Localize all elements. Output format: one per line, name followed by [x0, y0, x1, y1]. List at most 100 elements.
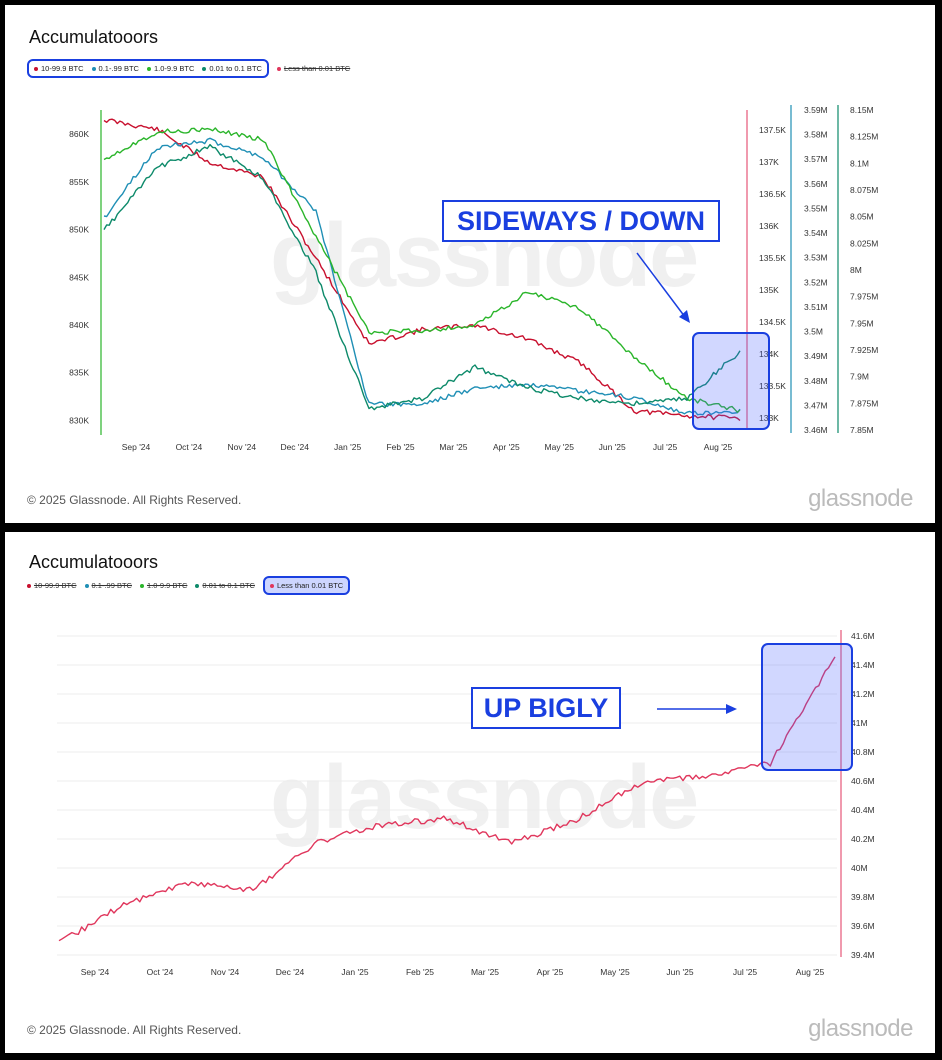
y-tick-label-right1: 134.5K — [759, 317, 786, 327]
legend-item[interactable]: 10-99.9 BTC — [27, 581, 77, 590]
y-tick-label-right2: 3.54M — [804, 228, 828, 238]
y-tick-label-right2: 3.48M — [804, 376, 828, 386]
chart-legend: 10-99.9 BTC 0.1-.99 BTC 1.0-9.9 BTC 0.01 to… — [27, 59, 350, 78]
x-tick-label: Dec '24 — [276, 967, 305, 977]
chart-panel-top: Accumulatooors 10-99.9 BTC 0.1-.99 BTC 1.0… — [5, 5, 935, 523]
copyright-footer: © 2025 Glassnode. All Rights Reserved. — [27, 1023, 242, 1037]
x-tick-label: Oct '24 — [147, 967, 174, 977]
y-tick-label-right2: 3.59M — [804, 105, 828, 115]
legend-item[interactable]: 1.0-9.9 BTC — [139, 581, 187, 590]
legend-item[interactable]: 0.01 to 0.1 BTC — [202, 64, 262, 73]
legend-item[interactable]: 0.1-.99 BTC — [84, 581, 132, 590]
legend-dot-icon — [269, 583, 274, 588]
legend-item[interactable]: Less than 0.01 BTC — [269, 581, 344, 590]
series-line-3 — [103, 143, 741, 411]
x-tick-label: Nov '24 — [228, 442, 257, 452]
legend-dot-icon — [84, 583, 89, 588]
y-tick-label-left: 835K — [69, 368, 89, 378]
x-tick-label: Jun '25 — [599, 442, 626, 452]
y-tick-label-left: 860K — [69, 129, 89, 139]
y-tick-label-right1: 136.5K — [759, 189, 786, 199]
legend-dot-icon — [27, 583, 31, 588]
y-tick-label: 40.8M — [851, 747, 875, 757]
series-line — [58, 656, 836, 942]
y-tick-label-right2: 3.53M — [804, 253, 828, 263]
y-tick-label: 39.8M — [851, 892, 875, 902]
y-tick-label: 41.2M — [851, 689, 875, 699]
x-tick-label: Mar '25 — [471, 967, 499, 977]
y-tick-label-right1: 135K — [759, 285, 779, 295]
callout-sideways-down: SIDEWAYS / DOWN — [442, 200, 720, 242]
legend-dot-icon — [202, 66, 207, 71]
y-tick-label: 40.2M — [851, 834, 875, 844]
x-tick-label: Jun '25 — [666, 967, 693, 977]
y-tick-label-right3: 8.15M — [850, 105, 874, 115]
arrow-line — [636, 252, 686, 318]
y-tick-label-right2: 3.56M — [804, 179, 828, 189]
x-tick-label: Jan '25 — [341, 967, 368, 977]
chart-title: Accumulatooors — [29, 27, 159, 47]
x-tick-label: Dec '24 — [280, 442, 309, 452]
legend-label: 0.1-.99 BTC — [91, 581, 132, 590]
legend-item[interactable]: 0.01 to 0.1 BTC — [195, 581, 255, 590]
y-tick-label-right3: 7.875M — [850, 398, 878, 408]
callout-up-bigly: UP BIGLY — [471, 687, 621, 729]
y-tick-label: 39.6M — [851, 921, 875, 931]
legend-label: 0.01 to 0.1 BTC — [202, 581, 255, 590]
legend-dot-icon — [276, 66, 281, 71]
x-tick-label: May '25 — [600, 967, 630, 977]
y-tick-label-right2: 3.5M — [804, 327, 823, 337]
x-tick-label: Feb '25 — [386, 442, 414, 452]
highlight-region — [692, 332, 770, 430]
legend-highlight-box: 10-99.9 BTC 0.1-.99 BTC 1.0-9.9 BTC 0.01 to… — [27, 59, 269, 78]
y-tick-label-right3: 8.025M — [850, 238, 878, 248]
glassnode-logo: glassnode — [808, 1015, 913, 1042]
legend-highlight-box: Less than 0.01 BTC — [262, 576, 351, 595]
y-tick-label-left: 850K — [69, 225, 89, 235]
line-chart-top: 860K 855K 850K 845K 840K 835K 830K Sep '24 Oct '… — [69, 105, 878, 452]
y-tick-label: 39.4M — [851, 950, 875, 960]
legend-item[interactable]: Less than 0.01 BTC — [276, 64, 351, 73]
legend-dot-icon — [91, 66, 96, 71]
x-tick-label: Oct '24 — [176, 442, 203, 452]
legend-label: 10-99.9 BTC — [41, 64, 84, 73]
y-tick-label-left: 845K — [69, 272, 89, 282]
x-tick-label: Jul '25 — [733, 967, 758, 977]
y-tick-label-right3: 8.1M — [850, 158, 869, 168]
arrow-head-icon — [679, 310, 690, 323]
y-tick-label-right1: 137K — [759, 157, 779, 167]
legend-label: 1.0-9.9 BTC — [153, 64, 195, 73]
series-line-1 — [103, 137, 741, 416]
glassnode-logo: glassnode — [808, 485, 913, 512]
y-tick-label: 41M — [851, 718, 868, 728]
y-tick-label-right2: 3.57M — [804, 154, 828, 164]
y-tick-label-right2: 3.47M — [804, 400, 828, 410]
y-tick-label-right3: 7.975M — [850, 292, 878, 302]
legend-item[interactable]: 1.0-9.9 BTC — [146, 64, 195, 73]
y-tick-label-left: 830K — [69, 415, 89, 425]
legend-item[interactable]: 10-99.9 BTC — [34, 64, 84, 73]
y-tick-label-right2: 3.46M — [804, 425, 828, 435]
x-tick-label: Jul '25 — [653, 442, 678, 452]
legend-dot-icon — [195, 583, 200, 588]
legend-label: Less than 0.01 BTC — [276, 581, 344, 590]
x-tick-label: Feb '25 — [406, 967, 434, 977]
x-tick-label: Aug '25 — [796, 967, 825, 977]
y-tick-label-right2: 3.52M — [804, 277, 828, 287]
x-tick-label: Sep '24 — [122, 442, 151, 452]
chart-panel-bottom: Accumulatooors 10-99.9 BTC 0.1-.99 BTC 1.0… — [5, 532, 935, 1053]
x-tick-label: Apr '25 — [537, 967, 564, 977]
line-chart-bottom: 41.6M 41.4M 41.2M 41M 40.8M 40.6M 40.4M 40.2M 40… — [57, 630, 875, 977]
x-tick-label: Jan '25 — [334, 442, 361, 452]
y-tick-label-right1: 137.5K — [759, 125, 786, 135]
legend-item[interactable]: 0.1-.99 BTC — [91, 64, 139, 73]
y-tick-label: 40M — [851, 863, 868, 873]
legend-label: Less than 0.01 BTC — [283, 64, 351, 73]
y-tick-label-right3: 7.95M — [850, 318, 874, 328]
legend-label: 0.1-.99 BTC — [98, 64, 139, 73]
y-tick-label-left: 840K — [69, 320, 89, 330]
y-tick-label-right3: 7.925M — [850, 345, 878, 355]
series-line-0 — [103, 118, 741, 422]
y-tick-label-right3: 8M — [850, 265, 862, 275]
highlight-region — [761, 643, 853, 771]
